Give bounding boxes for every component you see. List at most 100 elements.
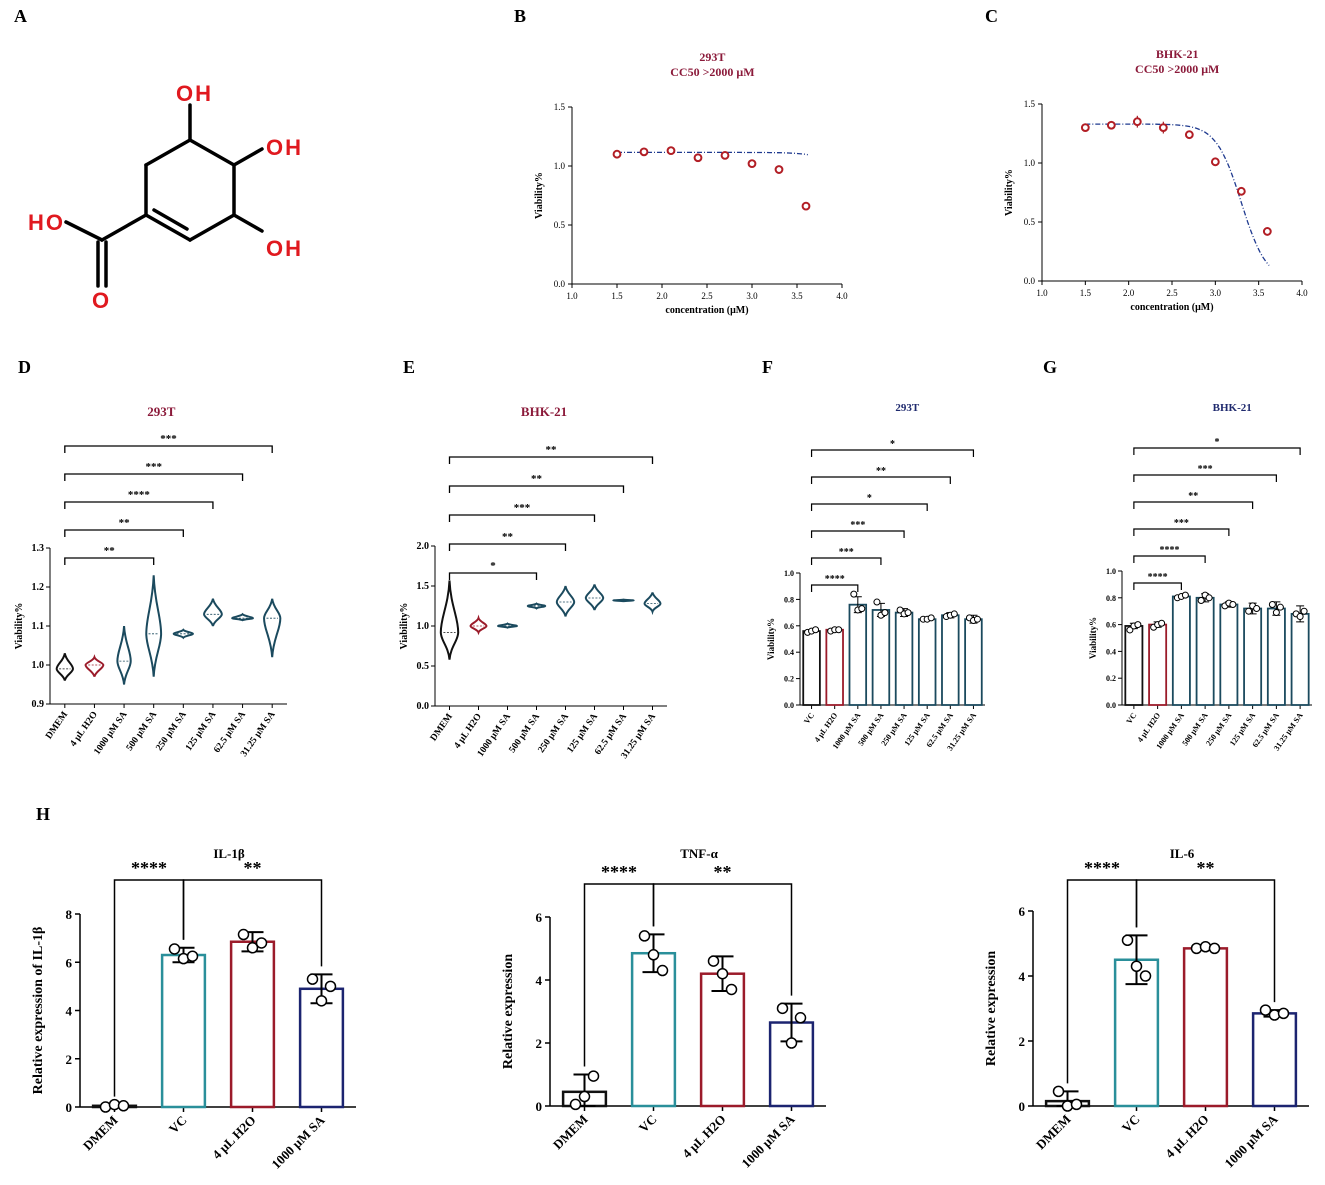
data-point bbox=[1208, 942, 1221, 955]
bar bbox=[1148, 623, 1168, 706]
violin bbox=[172, 628, 194, 640]
data-point bbox=[1296, 613, 1304, 621]
x-tick-label: 3.0 bbox=[746, 291, 758, 301]
x-tick-label: 2.5 bbox=[1166, 288, 1178, 298]
x-tick-label: VC bbox=[166, 1113, 190, 1137]
data-point bbox=[776, 1002, 789, 1015]
bar bbox=[1251, 1012, 1298, 1108]
bar bbox=[630, 951, 677, 1108]
data-point bbox=[1139, 970, 1152, 982]
significance-label: **** bbox=[131, 858, 167, 878]
data-point bbox=[324, 980, 337, 993]
bond bbox=[100, 213, 148, 242]
y-tick-label: 0 bbox=[536, 1099, 543, 1114]
data-point bbox=[666, 146, 676, 156]
significance-bracket bbox=[64, 445, 273, 453]
violin bbox=[584, 584, 605, 611]
x-tick-label: 1.5 bbox=[1080, 288, 1092, 298]
y-tick-label: 2.0 bbox=[417, 541, 430, 552]
significance-bracket bbox=[448, 514, 596, 522]
x-tick-label: 4 μL H2O bbox=[679, 1112, 729, 1162]
data-point bbox=[858, 605, 866, 613]
significance-bracket bbox=[448, 572, 538, 580]
data-point bbox=[1181, 591, 1189, 599]
significance-bracket bbox=[1133, 447, 1301, 455]
y-tick-label: 0.8 bbox=[784, 595, 794, 604]
x-tick-label: 3.5 bbox=[791, 291, 803, 301]
y-tick-label: 0 bbox=[66, 1100, 73, 1115]
chart-title: IL-1β bbox=[213, 846, 245, 861]
data-point bbox=[1158, 619, 1166, 627]
x-tick-label: DMEM bbox=[44, 710, 70, 741]
data-point bbox=[1268, 601, 1276, 608]
y-tick-label: 1.2 bbox=[32, 582, 45, 593]
data-point bbox=[1126, 626, 1134, 634]
y-tick-label: 0.4 bbox=[784, 648, 794, 657]
data-point bbox=[1121, 934, 1134, 946]
bar bbox=[894, 611, 914, 706]
x-tick-label: DMEM bbox=[429, 712, 455, 743]
data-point bbox=[725, 983, 738, 996]
significance-label: **** bbox=[1148, 572, 1168, 583]
data-point bbox=[647, 949, 660, 961]
bar bbox=[229, 940, 276, 1109]
y-tick-label: 4 bbox=[536, 973, 543, 988]
atom-label: OH bbox=[176, 81, 213, 106]
violin bbox=[555, 585, 576, 617]
bond bbox=[144, 213, 192, 242]
y-tick-label: 0.5 bbox=[1024, 217, 1036, 227]
data-point bbox=[707, 955, 720, 967]
violin bbox=[84, 654, 105, 678]
x-tick-label: 1.0 bbox=[1036, 288, 1048, 298]
x-tick-label: 1000 μM SA bbox=[268, 1112, 328, 1172]
x-tick-label: 1000 μM SA bbox=[738, 1111, 798, 1171]
data-point bbox=[873, 598, 881, 606]
significance-label: * bbox=[1215, 437, 1220, 448]
violin bbox=[439, 580, 460, 660]
x-tick-label: VC bbox=[636, 1112, 660, 1136]
data-point bbox=[639, 147, 649, 157]
significance-label: ** bbox=[244, 858, 262, 878]
x-tick-label: 2.0 bbox=[656, 291, 668, 301]
data-point bbox=[785, 1037, 798, 1049]
chart-subtitle: CC50 >2000 μM bbox=[670, 65, 754, 79]
significance-bracket bbox=[1133, 528, 1230, 536]
x-tick-label: VC bbox=[1125, 711, 1139, 726]
x-tick-label: DMEM bbox=[550, 1112, 591, 1153]
data-point bbox=[1134, 621, 1142, 629]
x-tick-label: 4 μL H2O bbox=[1162, 1112, 1212, 1162]
data-point bbox=[774, 165, 784, 174]
y-tick-label: 6 bbox=[66, 955, 73, 970]
significance-bracket bbox=[1133, 474, 1277, 482]
data-point bbox=[1245, 607, 1253, 615]
data-point bbox=[255, 937, 268, 949]
y-axis-label: Viability% bbox=[399, 603, 410, 650]
y-tick-label: 2 bbox=[66, 1052, 73, 1067]
panel-letter-g: G bbox=[1043, 357, 1057, 377]
data-point bbox=[973, 615, 981, 623]
y-tick-label: 1.0 bbox=[417, 621, 430, 632]
bond bbox=[232, 213, 264, 233]
y-tick-label: 2 bbox=[1019, 1034, 1026, 1049]
significance-bracket bbox=[182, 879, 323, 967]
significance-label: *** bbox=[1198, 464, 1213, 475]
y-tick-label: 0.9 bbox=[32, 699, 45, 710]
significance-label: ** bbox=[714, 862, 732, 882]
y-tick-label: 0.0 bbox=[417, 701, 430, 712]
y-tick-label: 0.4 bbox=[1106, 647, 1116, 656]
y-tick-label: 1.5 bbox=[1024, 99, 1036, 109]
data-point bbox=[1210, 157, 1220, 167]
y-axis-label: Relative expression of IL-1β bbox=[31, 927, 46, 1095]
significance-label: ** bbox=[531, 473, 543, 485]
chart-h1: 0 2 4 6 8 DMEM VC 4 μL H2O 1000 μM SA Relative ex… bbox=[31, 846, 356, 1172]
bar bbox=[917, 618, 937, 706]
x-tick-label: 4 μL H2O bbox=[453, 712, 484, 751]
x-tick-label: VC bbox=[802, 711, 816, 726]
y-axis-label: Viability% bbox=[1088, 617, 1098, 659]
data-point bbox=[117, 1100, 130, 1112]
x-tick-label: 2.0 bbox=[1123, 288, 1135, 298]
data-point bbox=[812, 626, 820, 634]
y-tick-label: 0.5 bbox=[554, 220, 566, 230]
